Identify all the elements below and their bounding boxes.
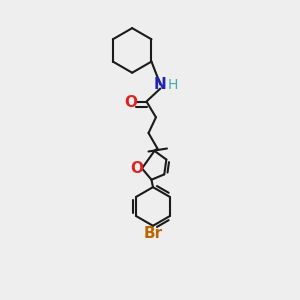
Text: H: H <box>168 78 178 92</box>
Text: O: O <box>130 161 143 176</box>
Text: N: N <box>154 77 167 92</box>
Text: O: O <box>124 95 137 110</box>
Text: Br: Br <box>143 226 163 241</box>
